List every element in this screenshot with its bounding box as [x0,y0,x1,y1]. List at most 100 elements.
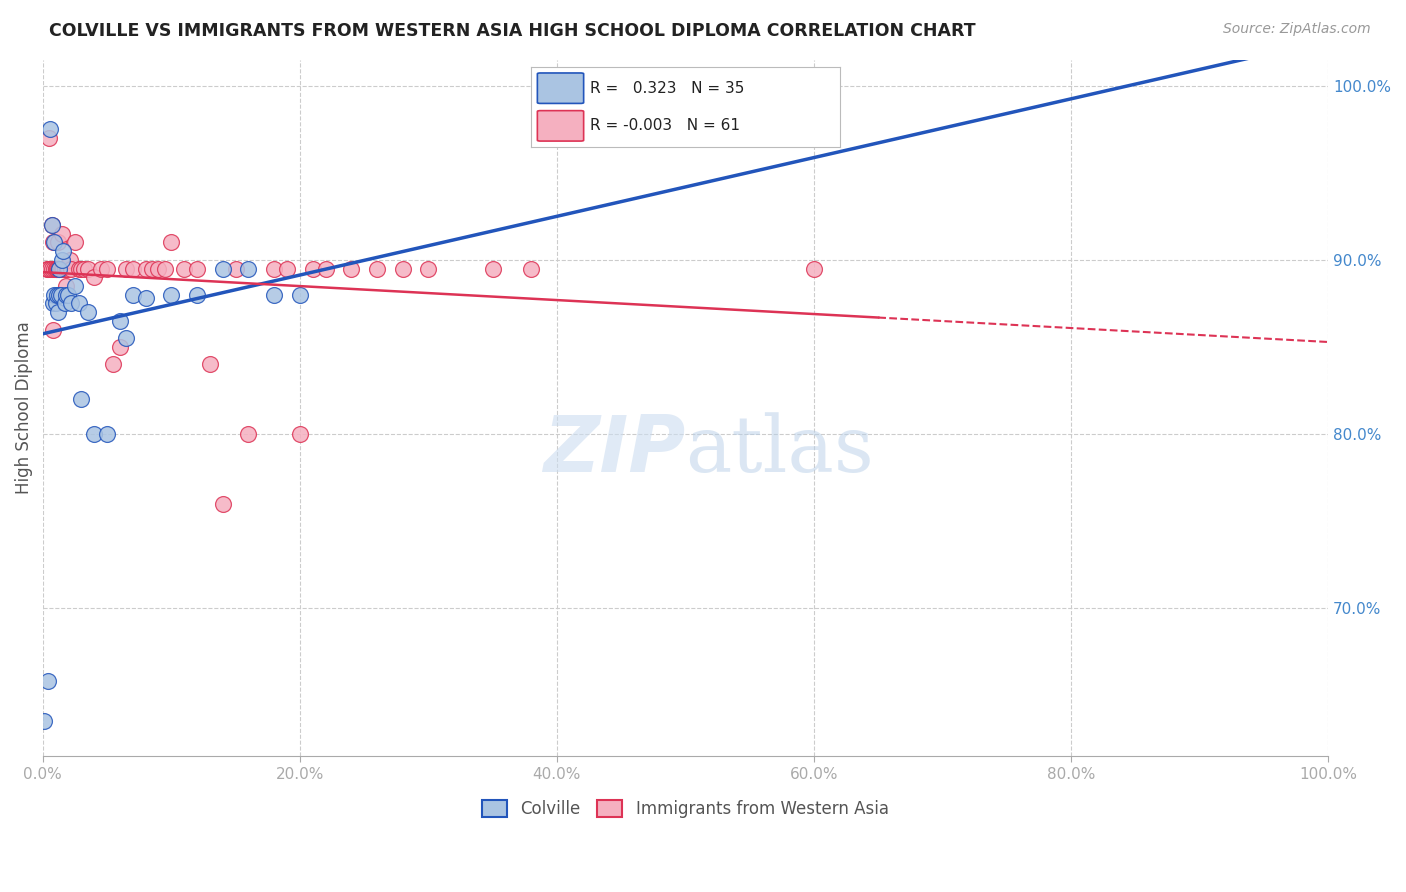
Point [46,261,69,276]
Point [46,305,69,319]
Point [52,261,75,276]
Point [42,235,65,250]
Point [96,261,118,276]
Point [481,261,503,276]
Point [53,296,76,310]
Point [160,287,183,301]
Point [44,287,66,301]
Point [83,427,105,442]
Point [186,261,208,276]
Point [73,261,96,276]
Point [520,261,543,276]
Point [44,235,66,250]
Point [340,261,363,276]
Point [135,291,157,305]
Point [41,261,63,276]
Point [35,261,58,276]
Point [103,358,125,372]
Point [121,287,143,301]
Point [288,427,311,442]
Point [173,261,195,276]
Point [37,261,59,276]
Point [70,392,93,407]
Point [45,287,67,301]
Point [59,252,82,267]
Point [148,261,170,276]
Point [90,261,112,276]
Point [63,235,86,250]
Point [58,261,80,276]
Point [49,261,72,276]
Point [288,287,311,301]
Point [276,261,298,276]
Point [141,261,163,276]
Point [76,305,98,319]
Point [42,322,65,336]
Point [51,252,73,267]
Point [51,227,73,241]
Point [238,261,260,276]
Point [115,331,138,345]
Point [67,296,90,310]
Point [315,261,337,276]
Point [39,122,62,136]
Point [32,714,55,729]
Point [63,279,86,293]
Point [49,287,72,301]
Point [45,261,67,276]
Point [42,296,65,310]
Text: COLVILLE VS IMMIGRANTS FROM WESTERN ASIA HIGH SCHOOL DIPLOMA CORRELATION CHART: COLVILLE VS IMMIGRANTS FROM WESTERN ASIA… [49,22,976,40]
Point [211,497,233,511]
Point [803,261,825,276]
Point [44,261,66,276]
Point [418,261,440,276]
Point [53,261,76,276]
Text: ZIP: ZIP [543,412,686,488]
Legend: Colville, Immigrants from Western Asia: Colville, Immigrants from Western Asia [475,793,896,824]
Point [153,261,176,276]
Point [83,270,105,285]
Text: atlas: atlas [686,412,875,488]
Point [60,261,83,276]
Point [160,235,183,250]
Point [198,358,221,372]
Point [263,261,285,276]
Y-axis label: High School Diploma: High School Diploma [15,321,32,494]
Point [60,296,83,310]
Point [52,244,75,259]
Point [39,261,62,276]
Point [225,261,247,276]
Point [41,218,63,232]
Point [301,261,323,276]
Point [96,427,118,442]
Point [55,279,77,293]
Point [121,261,143,276]
Point [48,261,70,276]
Point [38,131,60,145]
Point [76,261,98,276]
Point [58,287,80,301]
Point [263,287,285,301]
Point [37,674,59,689]
Point [70,261,93,276]
Point [391,261,413,276]
Point [48,261,70,276]
Point [48,287,70,301]
Point [366,261,388,276]
Point [55,287,77,301]
Point [238,427,260,442]
Point [135,261,157,276]
Text: Source: ZipAtlas.com: Source: ZipAtlas.com [1223,22,1371,37]
Point [48,261,70,276]
Point [41,218,63,232]
Point [45,296,67,310]
Point [108,314,131,328]
Point [45,261,67,276]
Point [51,261,73,276]
Point [67,261,90,276]
Point [186,287,208,301]
Point [211,261,233,276]
Point [46,235,69,250]
Point [45,261,67,276]
Point [108,340,131,354]
